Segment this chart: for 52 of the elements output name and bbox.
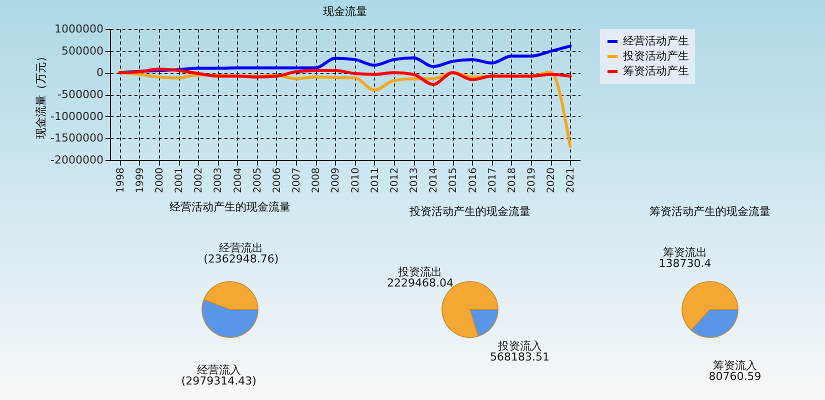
y-axis-title: 现金流量（万元） xyxy=(34,51,48,139)
x-tick-label: 1998 xyxy=(115,168,126,193)
y-tick-label: -2000000 xyxy=(50,154,104,166)
x-tick-label: 2017 xyxy=(487,168,498,193)
data-label: (2979314.43) xyxy=(181,374,256,388)
y-tick-label: -1000000 xyxy=(50,110,104,123)
data-label: 568183.51 xyxy=(490,350,550,364)
slice-label: 筹资流出 xyxy=(663,246,708,259)
y-tick-label: 0 xyxy=(96,66,104,80)
slice-label: 经营流入 xyxy=(196,363,241,376)
y-tick-label: 1000000 xyxy=(54,22,104,36)
x-tick-label: 2021 xyxy=(566,168,577,193)
x-tick-label: 2006 xyxy=(272,168,283,193)
chart-title: 现金流量 xyxy=(323,5,367,18)
chart-title: 经营活动产生的现金流量 xyxy=(170,200,290,214)
x-tick-label: 2005 xyxy=(252,168,264,193)
x-tick-label: 2019 xyxy=(526,168,538,193)
legend-label: 筹资活动产生 xyxy=(623,64,689,78)
x-tick-label: 2002 xyxy=(194,168,205,193)
x-tick-label: 2001 xyxy=(174,168,186,193)
data-label: 138730.4 xyxy=(658,256,712,270)
x-tick-label: 2012 xyxy=(389,168,400,193)
line-series xyxy=(118,68,572,86)
data-label: 80760.59 xyxy=(708,370,762,384)
y-tick-label: -500000 xyxy=(58,88,104,101)
slice-label: 筹资流入 xyxy=(712,359,757,372)
slice-label: 经营流出 xyxy=(219,242,264,255)
y-tick-label: 500000 xyxy=(62,44,104,58)
x-tick-label: 2009 xyxy=(330,168,342,193)
x-tick-label: 2004 xyxy=(232,168,244,193)
x-tick-label: 2013 xyxy=(409,168,420,193)
x-tick-label: 2014 xyxy=(428,168,440,193)
x-tick-label: 2000 xyxy=(154,168,166,193)
slice-label: 投资流出 xyxy=(397,266,442,279)
y-tick-label: -1500000 xyxy=(50,132,104,145)
x-tick-label: 2008 xyxy=(311,168,322,193)
chart-title: 筹资活动产生的现金流量 xyxy=(650,204,770,218)
x-tick-label: 2010 xyxy=(350,168,362,193)
legend-label: 经营活动产生 xyxy=(623,34,689,48)
x-tick-label: 2011 xyxy=(370,168,381,193)
data-label: (2362948.76) xyxy=(204,252,279,266)
x-tick-label: 2015 xyxy=(448,168,460,193)
x-tick-label: 2003 xyxy=(213,168,224,193)
x-tick-label: 2007 xyxy=(292,168,303,193)
data-label: 2229468.04 xyxy=(386,276,454,290)
legend-label: 投资活动产生 xyxy=(622,50,689,62)
x-tick-label: 1999 xyxy=(134,168,146,193)
x-tick-label: 2020 xyxy=(546,168,558,193)
x-tick-label: 2016 xyxy=(468,168,479,193)
x-tick-label: 2018 xyxy=(506,168,518,193)
slice-label: 投资流入 xyxy=(496,339,542,352)
chart-title: 投资活动产生的现金流量 xyxy=(408,205,530,218)
